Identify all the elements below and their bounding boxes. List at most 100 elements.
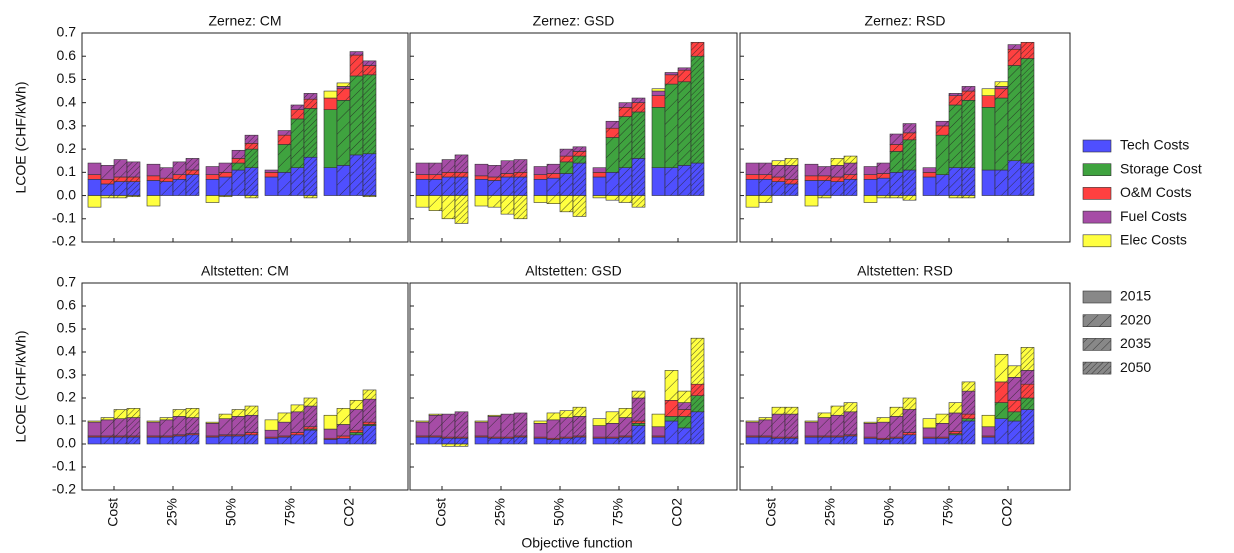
- bar-segment: [441, 159, 456, 173]
- bar-segment: [415, 195, 430, 208]
- bar-segment: [618, 107, 633, 117]
- x-tick-label: Cost: [105, 498, 121, 527]
- bar-segment: [231, 435, 246, 445]
- y-tick-label: 0.4: [57, 93, 77, 109]
- bar-segment: [303, 426, 318, 430]
- bar-segment: [922, 418, 937, 429]
- bar-segment: [948, 104, 963, 168]
- x-tick-label: 25%: [164, 498, 180, 526]
- subplot-frame: [739, 32, 1071, 243]
- bar-segment: [651, 107, 666, 168]
- bar-segment: [349, 432, 364, 436]
- bar-segment: [100, 195, 115, 199]
- bar-segment: [948, 431, 963, 434]
- x-tick-label: 50%: [551, 498, 567, 526]
- bar-segment: [677, 81, 692, 166]
- legend-swatch: [1082, 210, 1112, 224]
- bar-segment: [513, 412, 528, 437]
- bar-segment: [961, 100, 976, 168]
- bar-segment: [902, 123, 917, 134]
- bar-segment: [185, 417, 200, 434]
- bar-segment: [994, 418, 1009, 445]
- bar-segment: [664, 74, 679, 85]
- legend-swatch: [1082, 187, 1112, 200]
- bar-segment: [244, 195, 259, 199]
- x-tick-label: 50%: [223, 498, 239, 526]
- bar-segment: [172, 435, 187, 445]
- bar-segment: [690, 395, 705, 413]
- bar-segment: [651, 436, 666, 445]
- bar-segment: [1020, 41, 1035, 59]
- bar-segment: [618, 102, 633, 108]
- bar-segment: [185, 169, 200, 175]
- bar-segment: [159, 181, 174, 196]
- bar-segment: [500, 176, 515, 196]
- bar-segment: [428, 179, 443, 196]
- bar-segment: [87, 174, 102, 180]
- legend-label: 2035: [1120, 335, 1151, 351]
- bar-segment: [804, 195, 819, 207]
- bar-segment: [513, 195, 528, 220]
- bar-segment: [244, 414, 259, 433]
- bar-segment: [533, 166, 548, 175]
- bar-segment: [631, 425, 646, 445]
- legend-swatch: [1082, 314, 1112, 328]
- bar-segment: [277, 421, 292, 437]
- bar-segment: [843, 179, 858, 196]
- bar-segment: [631, 422, 646, 426]
- bar-segment: [113, 436, 128, 445]
- bar-segment: [1020, 409, 1035, 445]
- bar-segment: [994, 97, 1009, 171]
- bar-segment: [690, 337, 705, 385]
- bar-segment: [605, 127, 620, 138]
- bar-segment: [218, 435, 233, 445]
- bar-segment: [290, 432, 305, 436]
- bar-segment: [605, 411, 620, 424]
- bar-segment: [146, 180, 161, 196]
- bar-segment: [948, 93, 963, 96]
- bar-segment: [336, 435, 351, 439]
- bar-segment: [935, 134, 950, 175]
- bar-segment: [303, 108, 318, 158]
- bar-segment: [126, 408, 141, 418]
- bar-segment: [935, 437, 950, 445]
- bar-segment: [1007, 399, 1022, 413]
- bar-segment: [87, 162, 102, 175]
- y-tick-label: 0.7: [57, 24, 77, 40]
- bar-segment: [362, 421, 377, 425]
- bar-segment: [677, 416, 692, 429]
- y-axis-label: LCOE (CHF/kWh): [13, 82, 29, 194]
- bar-segment: [784, 406, 799, 415]
- bar-segment: [290, 109, 305, 120]
- bar-segment: [876, 173, 891, 179]
- bar-segment: [592, 176, 607, 196]
- bar-segment: [159, 417, 174, 421]
- bar-segment: [935, 413, 950, 424]
- bar-segment: [651, 426, 666, 437]
- bar-segment: [876, 439, 891, 445]
- bar-segment: [415, 162, 430, 175]
- bar-segment: [981, 88, 996, 96]
- legend-swatch: [1082, 163, 1112, 176]
- legend-swatch: [1082, 139, 1112, 153]
- bar-segment: [745, 436, 760, 445]
- bar-segment: [948, 412, 963, 432]
- bar-segment: [651, 95, 666, 108]
- bar-segment: [185, 434, 200, 445]
- bar-segment: [290, 167, 305, 196]
- bar-segment: [87, 420, 102, 423]
- bar-segment: [843, 402, 858, 413]
- bar-segment: [1007, 48, 1022, 66]
- bar-segment: [205, 421, 220, 424]
- bar-segment: [244, 434, 259, 445]
- bar-segment: [546, 419, 561, 439]
- bar-segment: [817, 166, 832, 177]
- bar-segment: [1007, 376, 1022, 401]
- x-tick-label: CO2: [999, 498, 1015, 527]
- bar-segment: [902, 132, 917, 141]
- bar-segment: [830, 181, 845, 196]
- bar-segment: [677, 69, 692, 83]
- bar-segment: [546, 195, 561, 204]
- bar-segment: [349, 399, 364, 410]
- bar-segment: [290, 118, 305, 168]
